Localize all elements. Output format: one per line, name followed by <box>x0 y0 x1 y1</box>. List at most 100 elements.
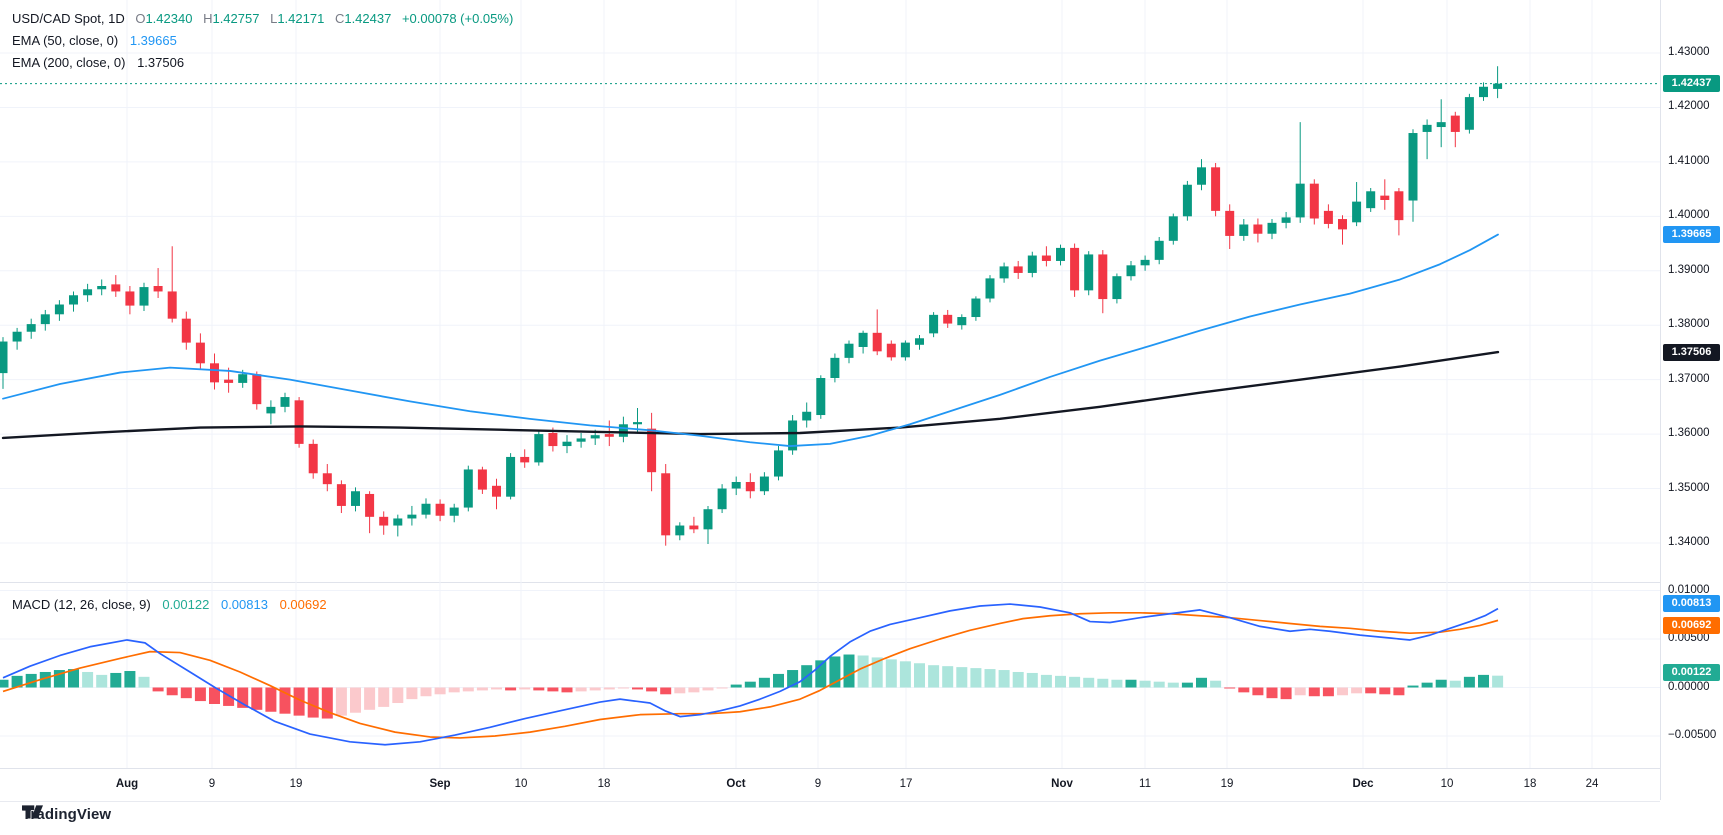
macd-legend-row[interactable]: MACD (12, 26, close, 9) 0.00122 0.00813 … <box>12 594 327 616</box>
candle-body <box>195 342 205 364</box>
macd-histogram-bar <box>702 687 714 691</box>
candle-body <box>1070 247 1080 291</box>
macd-histogram-bar <box>1308 687 1320 697</box>
candle-body <box>1126 265 1136 277</box>
macd-histogram-bar <box>180 687 192 699</box>
low-value: 1.42171 <box>277 11 325 26</box>
macd-histogram-bar <box>39 671 51 688</box>
macd-histogram-bar <box>984 669 996 688</box>
macd-histogram-bar <box>716 687 728 689</box>
candle-body <box>576 438 586 442</box>
price-pane[interactable] <box>0 0 1660 582</box>
macd-histogram-bar <box>321 687 333 719</box>
candle-body <box>985 278 995 299</box>
candle-body <box>1027 255 1037 273</box>
candle-body <box>308 443 318 474</box>
macd-histogram-bar <box>998 670 1010 688</box>
macd-signal-line[interactable] <box>2 611 1499 739</box>
macd-axis-tick: 0.00000 <box>1668 680 1710 693</box>
macd-histogram-bar <box>124 671 136 688</box>
ema50-legend-row[interactable]: EMA (50, close, 0) 1.39665 <box>12 30 513 52</box>
macd-histogram-bar <box>575 687 587 692</box>
time-axis-day-label: 10 <box>514 778 528 790</box>
price-axis-tick: 1.40000 <box>1668 209 1710 222</box>
high-label: H <box>203 11 213 26</box>
macd-histogram-bar <box>688 687 700 693</box>
candle-body <box>872 332 882 352</box>
candle-body <box>844 343 854 358</box>
symbol-title[interactable]: USD/CAD Spot, 1D <box>12 11 125 26</box>
ema200-legend-row[interactable]: EMA (200, close, 0) 1.37506 <box>12 52 513 74</box>
candle-body <box>830 357 840 379</box>
candle-body <box>1239 224 1249 236</box>
time-axis-month-label: Dec <box>1352 778 1374 790</box>
macd-histogram-bar <box>237 687 249 708</box>
macd-histogram-bar <box>899 661 911 688</box>
candle-body <box>153 286 163 292</box>
macd-histogram-bar <box>1463 676 1475 688</box>
price-axis[interactable]: 1.43000 1.42000 1.41000 1.40000 1.39000 1.380… <box>1660 0 1723 800</box>
macd-histogram-bar <box>209 687 220 704</box>
candle-body <box>1352 201 1362 223</box>
macd-histogram-bar <box>223 687 235 706</box>
tradingview-logo-icon <box>22 805 43 819</box>
candle-body <box>675 525 685 536</box>
price-axis-tick: 1.38000 <box>1668 318 1710 331</box>
signal-line-badge: 0.00692 <box>1663 616 1720 634</box>
candle-body <box>647 428 657 473</box>
symbol-legend-row[interactable]: USD/CAD Spot, 1D O1.42340 H1.42757 L1.42… <box>12 8 513 30</box>
candle-body <box>266 406 276 414</box>
candle-body <box>280 397 290 407</box>
candle-body <box>1013 266 1023 273</box>
macd-line[interactable] <box>2 603 1499 746</box>
candle-body <box>548 432 558 447</box>
macd-histogram-bar <box>152 687 164 692</box>
candle-body <box>1253 224 1263 234</box>
candle-body <box>1281 217 1291 223</box>
low-label: L <box>270 11 278 26</box>
macd-histogram-bar <box>11 675 23 688</box>
open-label: O <box>135 11 146 26</box>
candle-body <box>633 422 642 425</box>
macd-histogram-bar <box>744 681 756 688</box>
price-axis-tick: 1.39000 <box>1668 263 1710 276</box>
candle-body <box>999 266 1009 279</box>
candle-body <box>1084 254 1094 291</box>
tradingview-logo[interactable]: TradingView <box>22 805 111 823</box>
macd-histogram-bar <box>1365 687 1377 694</box>
macd-axis-tick: −0.00500 <box>1668 729 1717 741</box>
macd-histogram-bar <box>885 659 897 688</box>
macd-signal-value: 0.00692 <box>279 597 327 612</box>
candle-body <box>26 324 36 332</box>
macd-histogram-bar <box>1421 682 1433 688</box>
macd-histogram-bar <box>1337 687 1348 696</box>
macd-histogram-bar <box>420 687 432 697</box>
macd-histogram-bar <box>434 687 446 695</box>
macd-histogram-bar <box>1435 679 1447 688</box>
ema200-badge: 1.37506 <box>1663 343 1720 361</box>
macd-histogram-bar <box>392 687 404 704</box>
macd-pane[interactable] <box>0 582 1660 768</box>
time-axis-day-label: 18 <box>597 778 611 790</box>
candle-body <box>1450 115 1460 132</box>
macd-histogram-bar <box>1280 687 1292 700</box>
time-axis-day-label: 9 <box>208 778 216 790</box>
macd-histogram-bar <box>68 669 79 688</box>
candle-body <box>929 314 939 334</box>
candle-body <box>520 456 530 463</box>
ema200-line[interactable] <box>1 350 1500 440</box>
candle-body <box>858 332 868 347</box>
ema50-badge: 1.39665 <box>1663 226 1720 244</box>
macd-histogram-bar <box>194 687 206 702</box>
macd-histogram-bar <box>335 687 347 716</box>
macd-histogram-bar <box>942 666 954 688</box>
macd-histogram-bar <box>674 687 686 694</box>
pane-divider[interactable] <box>0 582 1660 583</box>
ema50-line[interactable] <box>2 233 1499 447</box>
macd-histogram-bar <box>448 687 460 693</box>
candle-body <box>83 289 93 296</box>
time-axis[interactable]: Aug 9 19 Sep 10 18 Oct 9 17 Nov 11 19 Dec 10 18 24 <box>0 768 1660 802</box>
macd-histogram-bar <box>547 687 559 692</box>
candle-body <box>604 434 614 437</box>
close-value: 1.42437 <box>344 11 392 26</box>
